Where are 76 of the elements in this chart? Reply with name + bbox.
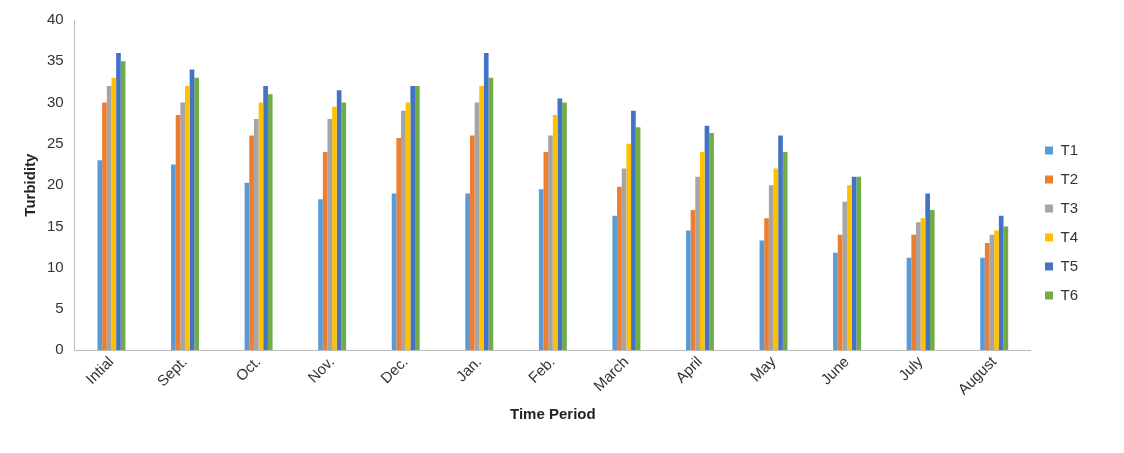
bar	[483, 53, 489, 351]
legend-label: T1	[1060, 140, 1079, 158]
bar	[562, 102, 567, 351]
bar	[538, 189, 544, 351]
bar	[631, 110, 636, 351]
bar	[185, 86, 190, 351]
bar	[699, 152, 705, 351]
bar	[911, 234, 916, 351]
bar	[847, 185, 852, 351]
legend-label: T6	[1060, 285, 1079, 303]
y-tick-label: 0	[55, 340, 64, 358]
bar	[332, 106, 337, 351]
y-tick-label: 20	[47, 175, 64, 193]
bar	[263, 86, 268, 351]
bar	[465, 193, 470, 351]
bar	[116, 53, 121, 351]
bar	[341, 102, 347, 351]
x-tick-label: Feb.	[524, 352, 558, 386]
bar	[267, 94, 273, 351]
bar	[617, 186, 622, 351]
bar	[180, 102, 186, 351]
bar	[327, 119, 333, 351]
bar	[102, 102, 107, 351]
y-tick-label: 30	[47, 92, 64, 110]
bar	[557, 98, 563, 351]
bar	[695, 176, 700, 351]
y-tick-label: 40	[47, 10, 64, 28]
y-tick-label: 10	[47, 257, 64, 275]
x-tick-label: Nov.	[304, 352, 338, 386]
bar	[994, 230, 999, 351]
x-tick-label: Dec.	[376, 352, 411, 387]
bar	[479, 86, 484, 351]
x-tick-label: Jan.	[452, 352, 485, 385]
bar	[856, 176, 862, 351]
bar	[778, 135, 783, 351]
bar	[111, 77, 117, 351]
legend-label: T4	[1060, 227, 1079, 245]
legend-label: T2	[1060, 169, 1079, 187]
bar	[925, 193, 930, 351]
bar	[249, 135, 254, 351]
bar	[764, 218, 769, 351]
bar	[833, 252, 838, 351]
legend-label: T5	[1060, 256, 1079, 274]
x-axis-title: Time Period	[510, 405, 596, 423]
x-tick-label: July	[894, 352, 927, 384]
y-tick-label: 35	[47, 51, 64, 69]
x-tick-label: Oct.	[232, 352, 264, 385]
bar	[980, 257, 985, 351]
bar	[548, 135, 553, 351]
y-axis-title: Turbidity	[21, 152, 39, 217]
legend-label: T3	[1060, 198, 1079, 216]
bar	[396, 138, 402, 351]
bar	[768, 185, 774, 351]
bar	[469, 135, 475, 351]
y-tick-label: 25	[47, 133, 64, 151]
y-tick-label: 5	[55, 299, 64, 317]
bar	[915, 222, 921, 351]
bar	[97, 160, 103, 351]
bar	[318, 199, 323, 351]
bar	[842, 201, 848, 351]
y-tick-label: 15	[47, 216, 64, 234]
bar	[709, 133, 714, 351]
x-tick-label: May	[746, 352, 779, 385]
bar	[782, 152, 788, 351]
bar	[984, 242, 990, 351]
bar	[415, 86, 420, 351]
bar	[929, 209, 935, 351]
bar	[410, 86, 416, 351]
bar	[998, 215, 1004, 351]
bar	[194, 77, 200, 351]
bar	[401, 110, 406, 351]
bar	[612, 215, 618, 351]
bar	[685, 230, 691, 351]
bar	[626, 143, 632, 351]
bar	[171, 164, 176, 351]
bar	[253, 119, 259, 351]
